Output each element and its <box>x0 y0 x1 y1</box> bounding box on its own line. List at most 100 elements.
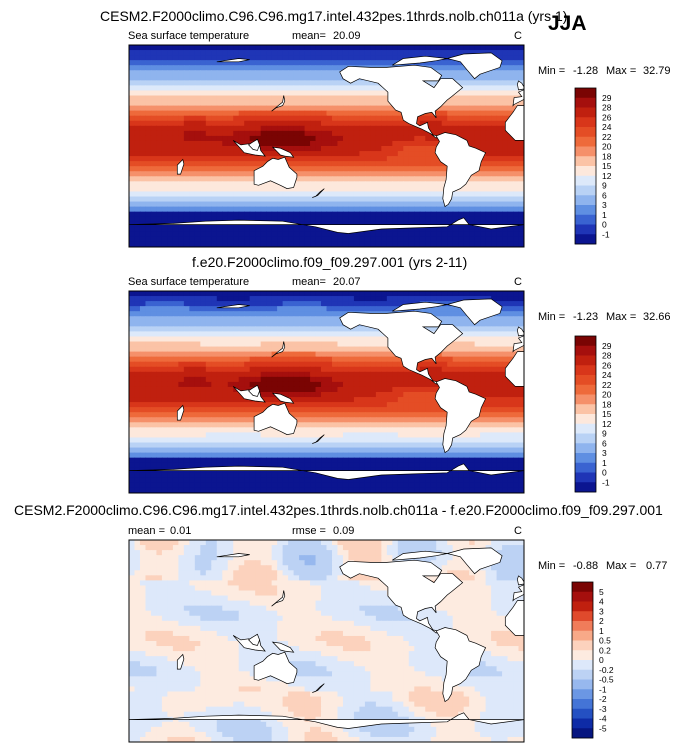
field-cell <box>260 296 267 302</box>
field-cell <box>183 151 190 157</box>
field-cell <box>194 231 201 238</box>
field-cell <box>189 326 196 332</box>
field-cell <box>216 166 223 172</box>
field-cell <box>271 50 278 56</box>
field-cell <box>496 146 503 152</box>
field-cell <box>321 336 328 343</box>
field-cell <box>255 156 262 162</box>
field-cell <box>139 226 147 233</box>
field-cell <box>139 331 147 338</box>
field-cell <box>145 381 152 388</box>
field-cell <box>200 196 207 203</box>
field-cell <box>156 316 163 322</box>
field-cell <box>370 55 377 61</box>
field-cell <box>321 90 328 97</box>
field-cell <box>183 186 190 193</box>
field-cell <box>282 386 289 393</box>
field-cell <box>249 206 256 213</box>
field-cell <box>134 226 141 233</box>
field-cell <box>353 296 361 302</box>
field-cell <box>485 381 492 388</box>
field-cell <box>359 341 366 348</box>
field-cell <box>244 120 251 127</box>
field-cell <box>480 216 487 223</box>
field-cell <box>200 120 207 127</box>
field-cell <box>480 366 487 373</box>
field-cell <box>403 412 410 418</box>
field-cell <box>436 211 443 218</box>
field-cell <box>375 171 382 177</box>
field-cell <box>469 196 476 203</box>
field-cell <box>337 231 344 238</box>
field-cell <box>244 115 251 122</box>
field-cell <box>266 125 273 132</box>
field-cell <box>342 291 350 297</box>
field-cell <box>414 146 421 152</box>
field-cell <box>200 216 207 223</box>
field-cell <box>491 90 498 97</box>
field-cell <box>331 105 339 112</box>
field-cell <box>238 125 245 132</box>
field-cell <box>518 156 524 162</box>
field-cell <box>419 135 426 142</box>
field-cell <box>348 206 355 213</box>
field-cell <box>353 45 361 51</box>
field-cell <box>474 366 481 373</box>
field-cell <box>430 241 437 247</box>
field-cell <box>321 105 328 112</box>
land-namerica <box>339 64 464 139</box>
field-cell <box>474 427 481 433</box>
field-cell <box>375 241 382 247</box>
field-cell <box>216 241 223 247</box>
field-cell <box>178 351 185 358</box>
field-cell <box>238 326 245 332</box>
field-cell <box>304 166 311 172</box>
field-cell <box>299 371 306 378</box>
field-cell <box>134 130 141 137</box>
field-cell <box>310 135 317 142</box>
field-cell <box>200 156 207 162</box>
field-cell <box>375 407 382 413</box>
field-cell <box>364 100 371 107</box>
field-cell <box>255 376 262 383</box>
field-cell <box>244 356 251 363</box>
field-cell <box>408 171 415 177</box>
field-cell <box>364 301 371 307</box>
colorbar-frame <box>574 87 597 245</box>
field-cell <box>310 386 317 393</box>
field-cell <box>463 135 470 142</box>
field-cell <box>211 146 218 152</box>
field-cell <box>419 201 426 208</box>
field-cell <box>227 216 234 223</box>
field-cell <box>331 371 339 378</box>
field-cell <box>145 236 152 243</box>
field-cell <box>386 351 393 358</box>
field-cell <box>145 407 152 413</box>
field-cell <box>216 156 223 162</box>
field-cell <box>260 105 267 112</box>
field-cell <box>271 95 278 102</box>
field-cell <box>216 336 223 343</box>
field-cell <box>353 331 361 338</box>
field-cell <box>299 296 306 302</box>
field-cell <box>150 60 158 66</box>
field-cell <box>211 341 218 348</box>
field-cell <box>271 130 278 137</box>
panel3-mean-value: 0.01 <box>170 525 192 537</box>
field-cell <box>172 201 179 208</box>
field-cell <box>436 422 443 428</box>
field-cell <box>370 417 377 423</box>
field-cell <box>150 186 158 193</box>
field-cell <box>129 80 136 86</box>
field-cell <box>304 55 311 61</box>
field-cell <box>172 341 179 348</box>
field-cell <box>134 291 141 297</box>
field-cell <box>491 346 498 353</box>
field-cell <box>419 381 426 388</box>
field-cell <box>134 356 141 363</box>
field-cell <box>491 105 498 112</box>
field-cell <box>194 236 201 243</box>
field-cell <box>183 75 190 81</box>
field-cell <box>211 311 218 317</box>
field-cell <box>161 366 169 373</box>
